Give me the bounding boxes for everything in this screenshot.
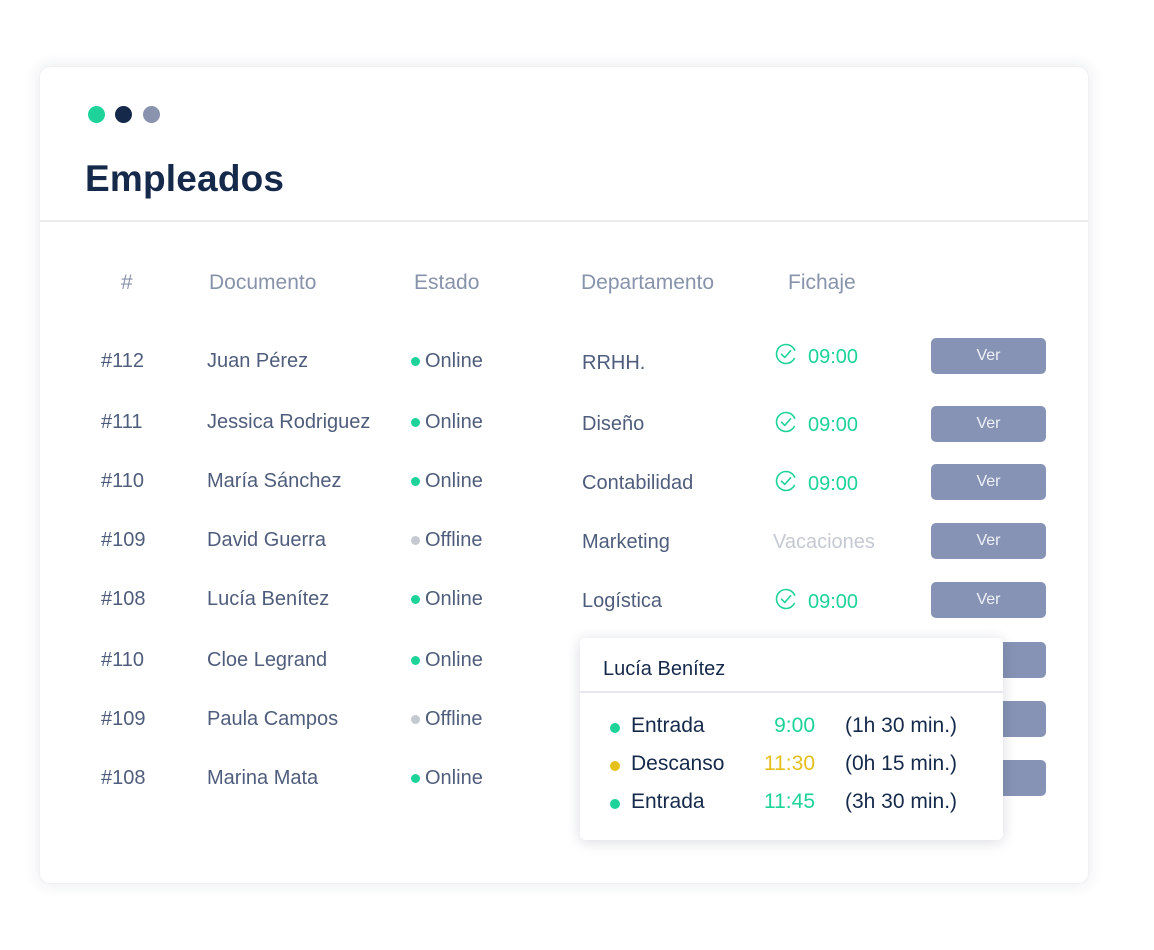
row-employee-name: Lucía Benítez <box>207 588 330 610</box>
row-fichaje-status: Vacaciones <box>773 531 875 553</box>
row-status: Online <box>411 766 483 790</box>
popup-title: Lucía Benítez <box>603 658 726 680</box>
check-circle-icon <box>775 411 797 439</box>
row-employee-name: David Guerra <box>207 529 326 551</box>
page-title: Empleados <box>85 158 285 199</box>
row-status: Online <box>411 648 483 672</box>
online-dot-icon <box>411 476 420 486</box>
check-circle-icon <box>775 343 797 371</box>
column-header-document: Documento <box>209 271 317 294</box>
row-id: #111 <box>101 411 143 433</box>
row-id: #110 <box>101 470 145 492</box>
ver-button[interactable]: Ver <box>931 406 1046 442</box>
row-fichaje-time: 09:00 <box>808 414 859 436</box>
row-fichaje: 09:00 <box>775 588 858 616</box>
online-dot-icon <box>411 773 420 783</box>
popup-entry-time: 11:30 <box>764 752 815 775</box>
row-fichaje-time: 09:00 <box>808 473 859 495</box>
row-status: Offline <box>411 528 482 552</box>
row-id: #108 <box>101 767 146 789</box>
row-status: Online <box>411 410 483 434</box>
row-status-label: Online <box>425 411 483 433</box>
row-status-label: Online <box>425 649 483 671</box>
row-employee-name: Paula Campos <box>207 708 339 730</box>
column-header-status: Estado <box>414 271 480 294</box>
column-header-fichaje: Fichaje <box>788 271 856 294</box>
column-header-id: # <box>121 271 133 294</box>
check-circle-icon <box>775 470 797 498</box>
row-fichaje: Vacaciones <box>773 530 875 554</box>
row-department: Contabilidad <box>582 472 694 494</box>
ver-button[interactable]: Ver <box>931 338 1046 374</box>
status-dot-icon <box>610 723 620 733</box>
row-fichaje: 09:00 <box>775 470 858 498</box>
popup-entry: Descanso 11:30 (0h 15 min.) <box>610 752 990 778</box>
row-status-label: Offline <box>425 708 483 730</box>
window-dot-green[interactable] <box>88 106 105 123</box>
row-fichaje-time: 09:00 <box>808 346 859 368</box>
popup-entry-duration: (0h 15 min.) <box>845 752 958 775</box>
ver-button[interactable]: Ver <box>931 523 1046 559</box>
popup-entry-duration: (3h 30 min.) <box>845 790 958 813</box>
row-status-label: Offline <box>425 529 483 551</box>
online-dot-icon <box>411 417 420 427</box>
row-status-label: Online <box>425 767 483 789</box>
row-status-label: Online <box>425 470 483 492</box>
row-id: #108 <box>101 588 146 610</box>
online-dot-icon <box>411 655 420 665</box>
column-header-department: Departamento <box>581 271 715 294</box>
popup-entry-time: 9:00 <box>774 714 815 737</box>
status-dot-icon <box>610 799 620 809</box>
window-dot-gray[interactable] <box>143 106 160 123</box>
ver-button[interactable]: Ver <box>931 464 1046 500</box>
row-employee-name: Jessica Rodriguez <box>207 411 371 433</box>
row-department: Marketing <box>582 531 670 553</box>
row-id: #109 <box>101 708 146 730</box>
row-fichaje: 09:00 <box>775 411 858 439</box>
row-id: #109 <box>101 529 146 551</box>
ver-button[interactable]: Ver <box>931 582 1046 618</box>
popup-entry-duration: (1h 30 min.) <box>845 714 958 737</box>
popup-divider <box>580 691 1003 693</box>
clock-detail-popup: Lucía Benítez Entrada 9:00 (1h 30 min.) Des… <box>580 638 1003 840</box>
online-dot-icon <box>411 594 420 604</box>
row-status-label: Online <box>425 588 483 610</box>
popup-entry-label: Entrada <box>631 714 705 737</box>
popup-entry-label: Entrada <box>631 790 705 813</box>
offline-dot-icon <box>411 714 420 724</box>
row-status-label: Online <box>425 350 483 372</box>
row-status: Online <box>411 469 483 493</box>
popup-entry-time: 11:45 <box>764 790 815 813</box>
row-status: Online <box>411 349 483 373</box>
row-employee-name: Cloe Legrand <box>207 649 328 671</box>
check-circle-icon <box>775 588 797 616</box>
window-dot-navy[interactable] <box>115 106 132 123</box>
row-id: #112 <box>101 350 145 372</box>
row-department: Diseño <box>582 413 645 435</box>
row-department: RRHH. <box>582 352 646 374</box>
row-employee-name: Juan Pérez <box>207 350 309 372</box>
row-id: #110 <box>101 649 145 671</box>
status-dot-icon <box>610 761 620 771</box>
popup-entry-label: Descanso <box>631 752 725 775</box>
offline-dot-icon <box>411 535 420 545</box>
row-department: Logística <box>582 590 663 612</box>
header-divider <box>40 220 1088 222</box>
row-status: Offline <box>411 707 482 731</box>
online-dot-icon <box>411 356 420 366</box>
row-employee-name: María Sánchez <box>207 470 342 492</box>
row-status: Online <box>411 587 483 611</box>
row-employee-name: Marina Mata <box>207 767 319 789</box>
popup-entry: Entrada 9:00 (1h 30 min.) <box>610 714 990 740</box>
row-fichaje-time: 09:00 <box>808 591 859 613</box>
row-fichaje: 09:00 <box>775 343 858 371</box>
popup-entry: Entrada 11:45 (3h 30 min.) <box>610 790 990 816</box>
